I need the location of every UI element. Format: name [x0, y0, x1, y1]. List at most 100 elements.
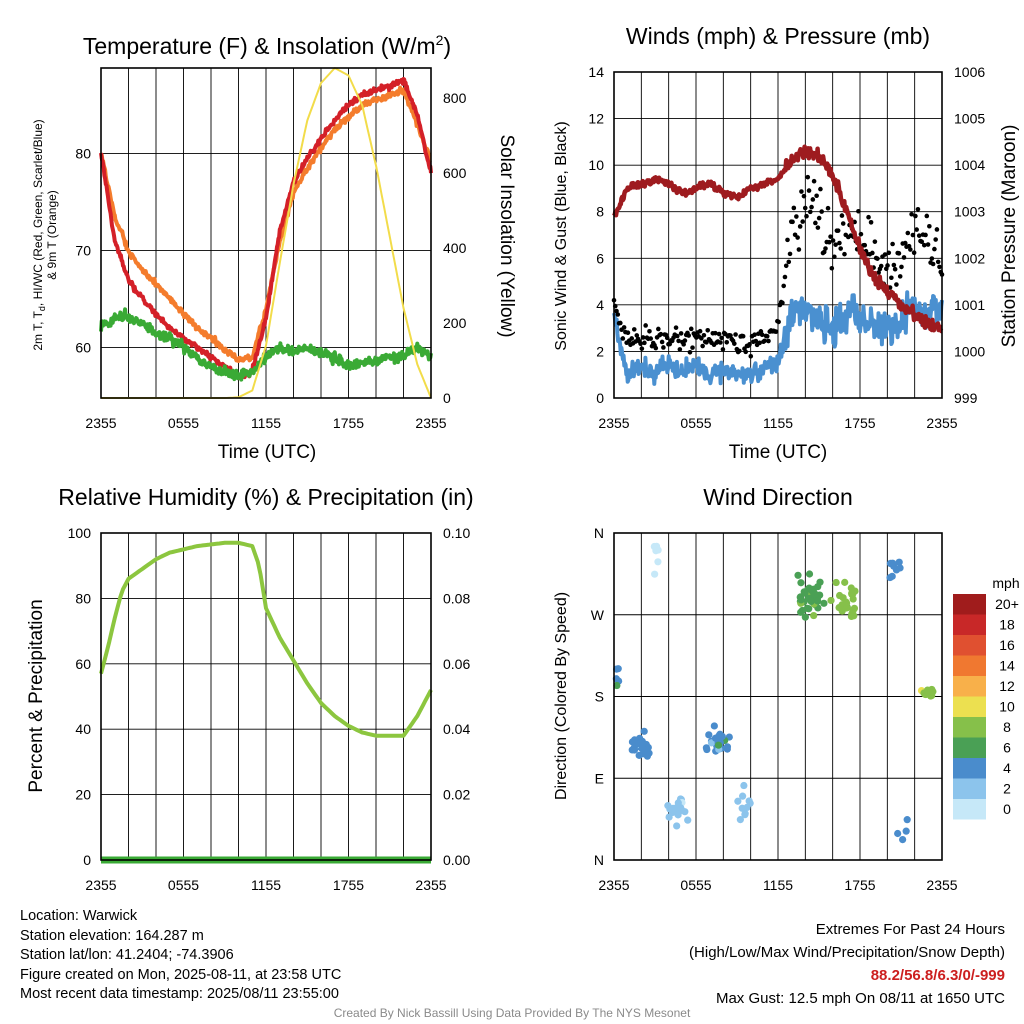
direction-point: [664, 802, 672, 810]
direction-point: [741, 810, 749, 818]
gust-point: [889, 275, 894, 281]
direction-x-tick-label: 0555: [680, 877, 711, 893]
gust-point: [724, 339, 730, 345]
winds-y-tick-label: 14: [588, 64, 604, 80]
gust-point: [631, 327, 637, 332]
gust-point: [897, 274, 903, 279]
series-2m-t: [99, 77, 433, 381]
gust-point: [924, 213, 930, 219]
gust-point: [842, 251, 847, 257]
extremes-header: Extremes For Past 24 Hours: [815, 921, 1005, 938]
humidity-y-axis-label: Percent & Precipitation: [26, 599, 47, 792]
direction-point: [740, 781, 748, 790]
humidity-y-tick-label: 80: [75, 590, 91, 606]
gust-point: [718, 340, 723, 345]
direction-point: [710, 722, 718, 730]
gust-point: [933, 237, 938, 242]
humidity-y2-tick-label: 0.08: [443, 590, 470, 606]
gust-point: [797, 224, 803, 229]
temperature-x-tick-label: 2355: [85, 415, 116, 431]
humidity-panel: Relative Humidity (%) & Precipitation (i…: [26, 484, 474, 893]
colorbar-label: 16: [999, 637, 1015, 653]
colorbar-swatch: [953, 635, 986, 656]
extremes-subheader: (High/Low/Max Wind/Precipitation/Snow De…: [689, 944, 1005, 961]
winds-x-tick-label: 1755: [844, 415, 875, 431]
gust-point: [835, 228, 841, 233]
winds-y-tick-label: 8: [596, 204, 604, 220]
gust-point: [934, 227, 940, 232]
gust-point: [634, 333, 640, 338]
gust-point: [929, 256, 935, 261]
gust-point: [681, 342, 686, 347]
winds-panel: Winds (mph) & Pressure (mb) 2355 0555 1155…: [553, 23, 1020, 463]
gust-point: [876, 270, 881, 275]
gust-point: [728, 333, 733, 338]
temperature-y-tick-label: 70: [75, 242, 91, 258]
gust-point: [743, 349, 749, 355]
gust-point: [875, 256, 880, 261]
direction-y-tick-label: N: [594, 852, 604, 868]
direction-point: [743, 803, 751, 811]
gust-point: [868, 220, 874, 225]
gust-point: [856, 208, 861, 214]
colorbar-swatch: [953, 594, 986, 615]
direction-y-axis-label: Direction (Colored By Speed): [553, 592, 570, 800]
gust-point: [780, 300, 785, 306]
gust-point: [916, 233, 922, 238]
gust-point: [740, 333, 746, 339]
gust-point: [885, 263, 890, 268]
winds-y2-tick-label: 1003: [954, 204, 985, 220]
temperature-y-tick-label: 60: [75, 340, 91, 356]
direction-point: [673, 822, 681, 830]
gust-point: [795, 235, 800, 240]
direction-point: [805, 605, 813, 613]
direction-point: [651, 570, 659, 578]
colorbar-swatch: [953, 696, 986, 717]
direction-point: [814, 597, 822, 605]
gust-point: [682, 338, 688, 343]
colorbar-swatch: [953, 758, 986, 779]
gust-point: [716, 331, 722, 337]
winds-y-tick-label: 2: [596, 343, 604, 359]
direction-point: [711, 734, 720, 742]
gust-point: [701, 332, 707, 338]
winds-x-axis-label: Time (UTC): [729, 442, 828, 463]
winds-y2-tick-label: 1000: [954, 343, 985, 359]
colorbar-label: 12: [999, 678, 1015, 694]
direction-point: [849, 595, 857, 603]
gust-point: [783, 263, 789, 269]
temperature-y2-tick-label: 800: [443, 90, 467, 106]
direction-point: [614, 665, 622, 673]
direction-point: [714, 741, 723, 749]
gust-point: [720, 347, 726, 352]
gust-point: [615, 312, 621, 317]
gust-point: [839, 213, 845, 218]
winds-panel-title: Winds (mph) & Pressure (mb): [626, 23, 930, 49]
winds-y2-tick-label: 999: [954, 390, 978, 406]
gust-point: [762, 338, 768, 344]
gust-point: [819, 209, 824, 214]
gust-point: [910, 232, 916, 238]
direction-point: [654, 558, 662, 566]
gust-point: [781, 283, 786, 289]
direction-point: [635, 751, 643, 759]
temperature-y-axis-label-line2: & 9m T (Orange): [45, 190, 59, 280]
direction-point: [684, 816, 692, 824]
gust-point: [620, 336, 626, 341]
direction-point: [827, 596, 835, 605]
direction-point: [723, 743, 732, 751]
gust-point: [618, 320, 623, 326]
winds-y-tick-label: 10: [588, 157, 604, 173]
gust-point: [766, 338, 771, 344]
gust-point: [614, 308, 619, 314]
most-recent-data: Most recent data timestamp: 2025/08/11 2…: [20, 986, 339, 1002]
gust-point: [787, 251, 793, 257]
gust-point: [804, 213, 809, 219]
gust-point: [921, 242, 927, 248]
colorbar-swatch: [953, 737, 986, 758]
temperature-y-tick-label: 80: [75, 145, 91, 161]
winds-y-axis-label: Sonic Wind & Gust (Blue, Black): [553, 121, 570, 350]
gust-point: [811, 178, 817, 184]
humidity-x-tick-label: 1755: [333, 877, 364, 893]
direction-point: [839, 594, 847, 602]
